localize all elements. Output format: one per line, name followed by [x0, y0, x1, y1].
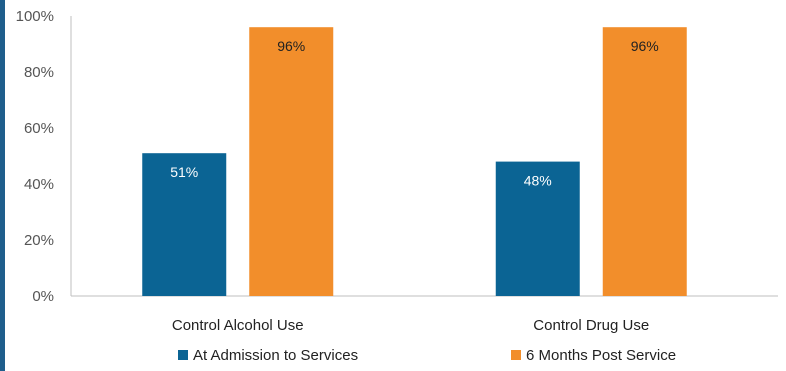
bar [142, 153, 227, 296]
x-category-label: Control Alcohol Use [172, 317, 304, 334]
legend-swatch [178, 350, 188, 360]
bar [602, 27, 687, 296]
data-label: 96% [631, 38, 659, 54]
y-tick-label: 100% [16, 8, 54, 25]
legend-swatch [511, 350, 521, 360]
legend-label: At Admission to Services [193, 347, 358, 364]
y-tick-label: 0% [32, 288, 54, 305]
left-accent-bar [0, 0, 5, 371]
bar [495, 161, 580, 296]
y-tick-label: 80% [24, 64, 54, 81]
y-tick-label: 40% [24, 176, 54, 193]
data-label: 51% [170, 164, 198, 180]
x-category-label: Control Drug Use [533, 317, 649, 334]
y-tick-label: 60% [24, 120, 54, 137]
legend-label: 6 Months Post Service [526, 347, 676, 364]
bar [249, 27, 334, 296]
y-tick-label: 20% [24, 232, 54, 249]
data-label: 96% [277, 38, 305, 54]
data-label: 48% [524, 173, 552, 189]
